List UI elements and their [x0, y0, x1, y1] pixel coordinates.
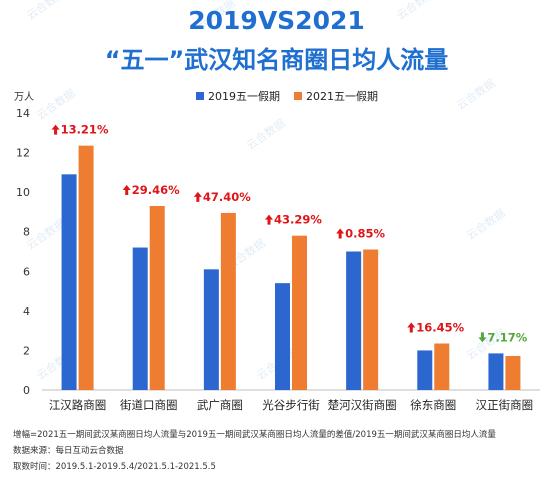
y-axis-unit-label: 万人 [14, 91, 34, 103]
footer-note-period: 取数时间：2019.5.1-2019.5.4/2021.5.1-2021.5.5 [13, 462, 216, 472]
y-tick-label: 10 [16, 186, 30, 199]
y-tick-label: 0 [23, 384, 30, 397]
x-tick-label: 光谷步行街 [262, 398, 320, 412]
growth-label: 29.46% [132, 183, 180, 197]
arrow-up-icon [193, 191, 202, 202]
chart-legend: 2019五一假期 2021五一假期 [196, 88, 378, 104]
arrow-up-icon [407, 322, 416, 333]
x-tick-label: 街道口商圈 [120, 398, 178, 412]
legend-label-2021: 2021五一假期 [306, 90, 378, 103]
x-tick-label: 徐东商圈 [410, 398, 456, 412]
bar-2019 [488, 353, 504, 390]
chart-title-line1: 2019VS2021 [188, 6, 365, 35]
bar-2021 [220, 212, 236, 390]
arrow-up-icon [51, 124, 60, 135]
bar-2019 [132, 247, 148, 390]
x-tick-label: 汉正街商圈 [476, 398, 534, 412]
growth-label: 13.21% [61, 123, 109, 137]
bar-2019 [417, 350, 433, 390]
bar-2021 [505, 355, 521, 390]
growth-label: 7.17% [487, 330, 527, 344]
y-tick-label: 8 [23, 226, 30, 239]
bar-2021 [434, 343, 450, 390]
chart-annotations: 13.21% 29.46% 47.40% 43.29% 0.85% 16.45% 7.17% [51, 123, 528, 344]
arrow-up-icon [265, 214, 273, 225]
y-tick-label: 2 [23, 344, 30, 357]
legend-item-2021: 2021五一假期 [294, 88, 378, 104]
y-tick-label: 14 [16, 107, 30, 120]
growth-label: 0.85% [345, 227, 385, 241]
watermark-text: 云合数据 [24, 216, 68, 253]
arrow-down-icon [478, 332, 487, 343]
arrow-up-icon [336, 228, 345, 239]
watermark-text: 云合数据 [244, 116, 288, 153]
bar-2021 [78, 145, 94, 390]
bar-2019 [61, 174, 77, 390]
x-tick-label: 武广商圈 [197, 398, 243, 412]
footer-note-source: 数据来源：每日互动云合数据 [13, 446, 124, 456]
legend-item-2019: 2019五一假期 [196, 88, 280, 104]
watermark-text: 云合数据 [454, 76, 498, 113]
x-tick-label: 楚河汉街商圈 [328, 398, 397, 412]
legend-label-2019: 2019五一假期 [208, 90, 280, 103]
bar-2021 [363, 249, 379, 390]
y-tick-label: 6 [23, 265, 30, 278]
growth-label: 47.40% [203, 190, 251, 204]
growth-label: 43.29% [274, 213, 322, 227]
bar-2019 [275, 283, 290, 390]
chart-bars: 江汉路商圈 街道口商圈 武广商圈 光谷步行街 楚河汉街商圈 徐东商圈 汉正街商圈 [49, 145, 534, 412]
y-tick-label: 12 [16, 147, 30, 160]
legend-swatch-2021 [294, 92, 302, 100]
legend-swatch-2019 [196, 92, 204, 100]
bar-2021 [149, 205, 165, 390]
y-tick-label: 4 [23, 305, 30, 318]
chart-axes: 0 2 4 6 8 10 12 14 万人 [14, 91, 540, 397]
chart-title-line2: “五一”武汉知名商圈日均人流量 [104, 46, 449, 74]
bar-2019 [346, 251, 362, 390]
bar-2019 [203, 269, 219, 390]
footer-note-formula: 增幅=2021五一期间武汉某商圈日均人流量与2019五一期间武汉某商圈日均人流量… [13, 430, 496, 440]
bar-2021 [292, 235, 307, 390]
watermark-text: 云合数据 [34, 86, 78, 123]
x-tick-label: 江汉路商圈 [49, 398, 107, 412]
arrow-up-icon [122, 184, 131, 195]
watermark-text: 云合数据 [464, 206, 508, 243]
growth-label: 16.45% [416, 321, 464, 335]
